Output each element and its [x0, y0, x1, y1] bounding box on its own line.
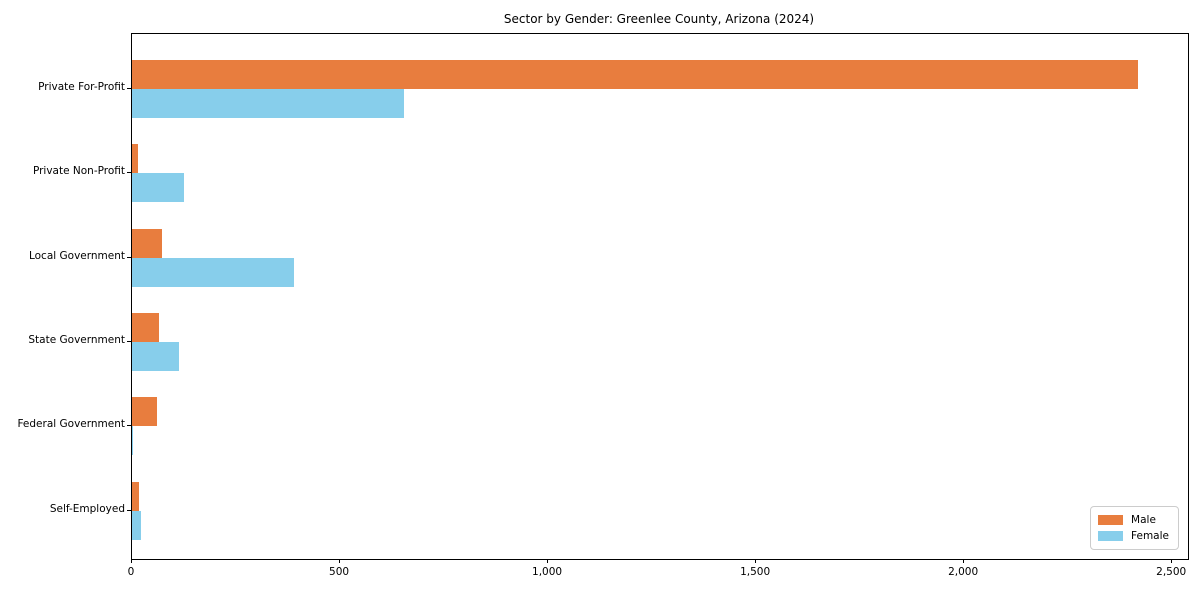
x-tick-label: 1,500 — [740, 566, 771, 578]
x-tick-label: 2,500 — [1156, 566, 1187, 578]
bar-female-state-government — [132, 341, 180, 371]
plot-area: Male Female — [131, 33, 1189, 560]
x-tick-label: 0 — [127, 566, 135, 578]
bar-female-local-government — [132, 257, 294, 287]
y-tick-mark — [127, 340, 131, 342]
legend-entry-female: Female — [1098, 528, 1169, 544]
bar-female-federal-government — [132, 426, 134, 456]
x-tick-mark — [755, 559, 757, 563]
bar-male-state-government — [132, 312, 159, 342]
legend-swatch-female — [1098, 531, 1124, 541]
x-tick-label: 1,000 — [532, 566, 563, 578]
bar-female-private-for-profit — [132, 89, 404, 118]
bar-male-private-for-profit — [132, 60, 1138, 89]
legend-entry-male: Male — [1098, 512, 1169, 528]
x-tick-mark — [547, 559, 549, 563]
legend-label-female: Female — [1131, 530, 1169, 542]
chart-title: Sector by Gender: Greenlee County, Arizo… — [503, 12, 815, 26]
legend: Male Female — [1090, 506, 1179, 550]
y-tick-label-federal-government: Federal Government — [17, 418, 125, 431]
x-tick-label: 2,000 — [948, 566, 979, 578]
y-tick-mark — [127, 172, 131, 174]
x-tick-label: 500 — [329, 566, 350, 578]
y-tick-label-private-non-profit: Private Non-Profit — [32, 165, 125, 178]
y-tick-label-private-for-profit: Private For-Profit — [38, 81, 125, 93]
y-tick-mark — [127, 425, 131, 427]
bar-male-private-non-profit — [132, 144, 138, 174]
y-tick-label-self-employed: Self-Employed — [49, 502, 125, 515]
bar-male-federal-government — [132, 397, 158, 427]
y-tick-label-state-government: State Government — [28, 333, 125, 346]
bar-female-self-employed — [132, 510, 142, 540]
bar-male-local-government — [132, 228, 162, 258]
x-tick-mark — [131, 559, 132, 563]
x-tick-mark — [963, 559, 965, 563]
y-tick-mark — [127, 509, 131, 511]
y-tick-label-local-government: Local Government — [28, 249, 125, 262]
x-tick-mark — [339, 559, 341, 563]
bar-male-self-employed — [132, 481, 139, 511]
x-tick-mark — [1171, 559, 1173, 563]
y-tick-mark — [127, 88, 131, 89]
y-tick-mark — [127, 256, 131, 258]
bar-female-private-non-profit — [132, 173, 184, 203]
legend-label-male: Male — [1131, 514, 1156, 526]
legend-swatch-male — [1098, 515, 1124, 525]
